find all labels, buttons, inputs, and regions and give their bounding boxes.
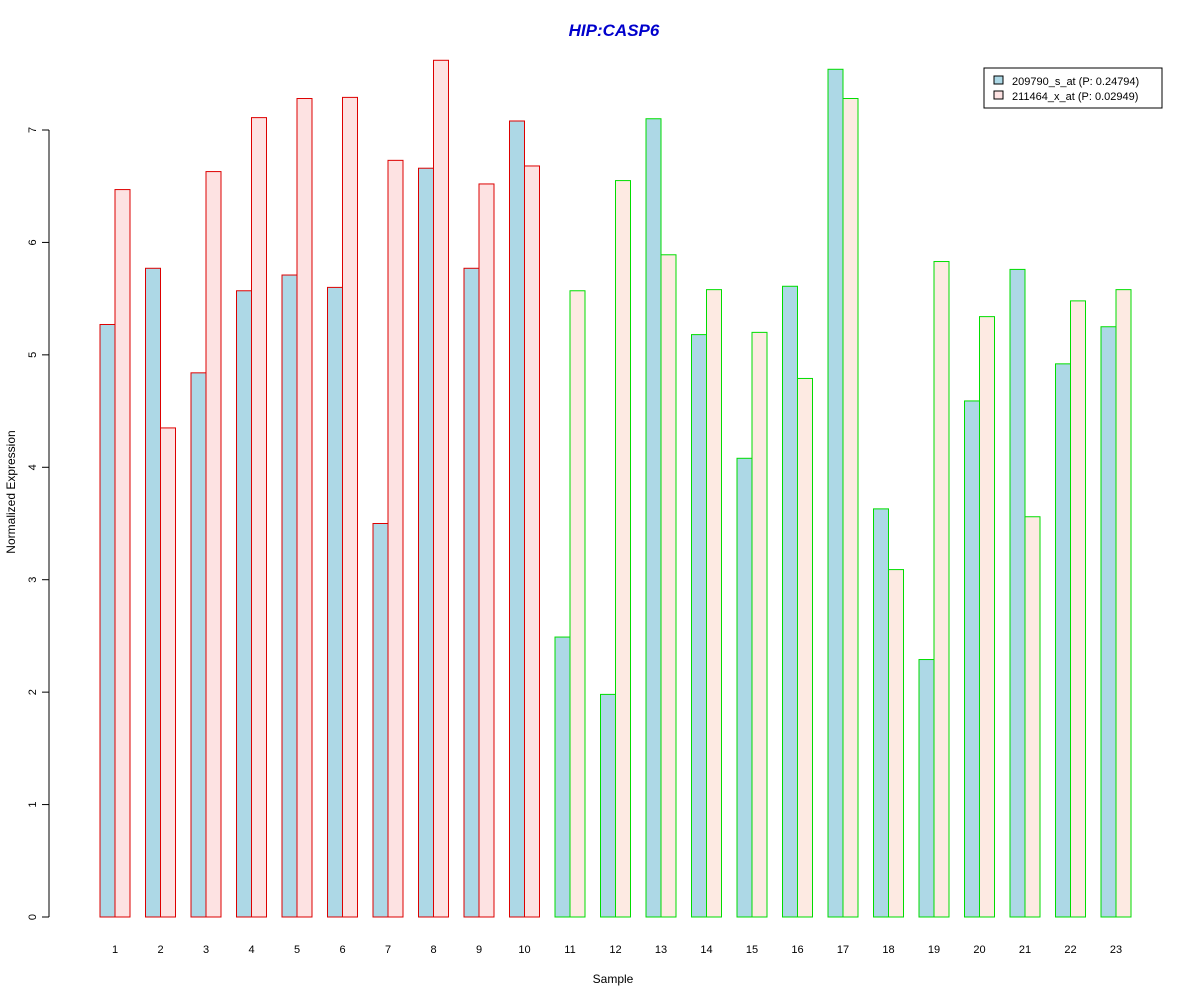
bar-series-1-sample-23 — [1100, 326, 1117, 918]
y-tick-label: 2 — [27, 689, 39, 695]
y-axis: 0 1 2 3 4 5 6 7 — [27, 127, 50, 920]
bar-series-1-sample-7 — [372, 522, 389, 918]
bar-series-2-sample-7 — [387, 159, 404, 918]
bar-series-2-sample-8 — [433, 59, 449, 918]
bar-series-1-sample-11 — [554, 636, 571, 918]
bar-series-1-sample-2 — [145, 267, 161, 918]
bar-series-2-sample-1 — [114, 189, 131, 918]
bar-series-1-sample-20 — [964, 400, 980, 918]
bar-series-2-sample-20 — [979, 316, 995, 918]
bar-series-1-sample-22 — [1055, 363, 1071, 918]
x-axis-title: Sample — [593, 972, 634, 986]
bars-group — [99, 59, 1132, 918]
bar-series-1-sample-6 — [327, 286, 343, 918]
x-tick-labels: 1 2 3 4 5 6 7 8 9 10 11 12 13 14 15 16 17 18 19 20 21 22 23 — [112, 944, 1122, 956]
x-tick-label: 3 — [203, 944, 209, 956]
y-tick-label: 6 — [27, 239, 39, 245]
bar-series-1-sample-14 — [691, 334, 707, 918]
y-axis-title: Normalized Expression — [4, 430, 18, 553]
bar-series-1-sample-4 — [236, 290, 252, 918]
bar-series-2-sample-3 — [205, 171, 222, 918]
y-tick-label: 7 — [27, 127, 39, 133]
x-tick-label: 15 — [746, 944, 758, 956]
y-tick-label: 3 — [27, 577, 39, 583]
bar-series-1-sample-16 — [782, 285, 798, 918]
bar-series-1-sample-13 — [645, 118, 662, 918]
bar-series-2-sample-2 — [160, 427, 176, 918]
x-tick-label: 7 — [385, 944, 391, 956]
chart-title: HIP:CASP6 — [569, 21, 660, 40]
legend-box — [983, 67, 1163, 109]
x-tick-label: 19 — [928, 944, 940, 956]
x-tick-label: 5 — [294, 944, 300, 956]
bar-series-2-sample-9 — [478, 183, 495, 918]
x-tick-label: 21 — [1019, 944, 1031, 956]
x-tick-label: 20 — [973, 944, 985, 956]
bar-series-1-sample-17 — [827, 68, 844, 918]
x-tick-label: 9 — [476, 944, 482, 956]
bar-series-2-sample-13 — [660, 254, 677, 918]
bar-series-2-sample-16 — [797, 377, 813, 918]
bar-series-1-sample-5 — [281, 274, 298, 918]
x-tick-label: 14 — [700, 944, 712, 956]
x-tick-label: 11 — [564, 944, 575, 956]
bar-series-2-sample-17 — [842, 98, 859, 918]
x-tick-label: 17 — [837, 944, 849, 956]
x-tick-label: 12 — [609, 944, 621, 956]
bar-series-2-sample-15 — [751, 331, 768, 918]
bar-series-1-sample-21 — [1009, 268, 1026, 918]
x-tick-label: 4 — [248, 944, 254, 956]
bar-series-2-sample-10 — [524, 165, 540, 918]
legend-label-series-2: 211464_x_at (P: 0.02949) — [1012, 91, 1138, 103]
x-tick-label: 13 — [655, 944, 667, 956]
bar-series-1-sample-12 — [600, 693, 616, 918]
bar-series-2-sample-5 — [296, 98, 313, 918]
bar-series-2-sample-22 — [1070, 300, 1086, 918]
bar-series-1-sample-19 — [918, 659, 935, 918]
bar-series-1-sample-15 — [736, 457, 753, 918]
bar-series-1-sample-8 — [418, 167, 434, 918]
legend-swatch-series-2 — [993, 90, 1004, 100]
bar-series-1-sample-3 — [190, 372, 207, 918]
bar-series-2-sample-11 — [569, 290, 586, 918]
bar-series-1-sample-1 — [99, 323, 116, 918]
x-tick-label: 16 — [791, 944, 803, 956]
legend-swatch-series-1 — [993, 75, 1004, 85]
bar-series-2-sample-21 — [1024, 516, 1041, 918]
legend-label-series-1: 209790_s_at (P: 0.24794) — [1012, 76, 1139, 88]
x-tick-label: 1 — [112, 944, 118, 956]
x-tick-label: 18 — [882, 944, 894, 956]
bar-series-2-sample-6 — [342, 96, 358, 918]
y-tick-label: 0 — [27, 914, 39, 920]
y-tick-label: 5 — [27, 352, 39, 358]
bar-series-1-sample-9 — [463, 267, 480, 918]
y-tick-label: 1 — [27, 802, 39, 808]
x-tick-label: 6 — [339, 944, 345, 956]
x-tick-label: 22 — [1064, 944, 1076, 956]
bar-series-2-sample-12 — [615, 180, 631, 918]
bar-series-2-sample-18 — [888, 569, 904, 918]
y-tick-label: 4 — [27, 464, 39, 470]
bar-series-1-sample-10 — [509, 120, 525, 918]
x-tick-label: 2 — [157, 944, 163, 956]
x-tick-label: 23 — [1110, 944, 1122, 956]
x-tick-label: 8 — [430, 944, 436, 956]
bar-series-2-sample-19 — [933, 261, 950, 918]
x-tick-label: 10 — [518, 944, 530, 956]
bar-series-2-sample-4 — [251, 117, 267, 918]
bar-series-1-sample-18 — [873, 508, 889, 918]
legend: 209790_s_at (P: 0.24794) 211464_x_at (P:… — [983, 67, 1163, 109]
bar-series-2-sample-23 — [1115, 289, 1132, 918]
bar-series-2-sample-14 — [706, 289, 722, 918]
